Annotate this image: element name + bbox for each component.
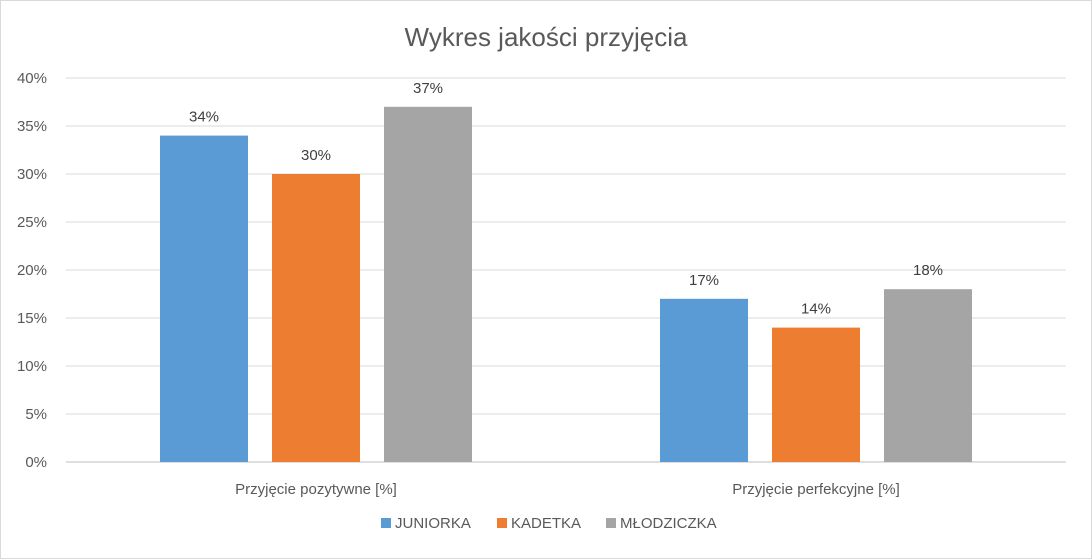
bar-kadetka-1 (772, 327, 860, 462)
category-label: Przyjęcie perfekcyjne [%] (732, 481, 900, 498)
y-tick-label: 40% (17, 70, 47, 87)
legend-label: MŁODZICZKA (620, 515, 717, 532)
data-label: 30% (301, 147, 331, 164)
y-tick-label: 5% (25, 406, 47, 423)
data-label: 34% (189, 109, 219, 126)
data-label: 14% (801, 301, 831, 318)
legend: JUNIORKA KADETKA MŁODZICZKA (381, 515, 717, 532)
legend-label: KADETKA (511, 515, 581, 532)
bar-juniorka-0 (160, 135, 248, 462)
x-axis-categories: Przyjęcie pozytywne [%] Przyjęcie perfekc… (235, 481, 900, 498)
bars (160, 106, 972, 463)
bar-młodziczka-1 (884, 289, 972, 462)
legend-swatch-kadetka (497, 518, 507, 528)
category-label: Przyjęcie pozytywne [%] (235, 481, 397, 498)
bar-juniorka-1 (660, 298, 748, 462)
y-axis-ticks: 0% 5% 10% 15% 20% 25% 30% 35% 40% (17, 70, 47, 471)
y-tick-label: 25% (17, 214, 47, 231)
y-tick-label: 35% (17, 118, 47, 135)
chart-title: Wykres jakości przyjęcia (405, 22, 688, 52)
legend-swatch-młodziczka (606, 518, 616, 528)
y-tick-label: 15% (17, 310, 47, 327)
y-tick-label: 30% (17, 166, 47, 183)
data-label: 17% (689, 272, 719, 289)
data-label: 37% (413, 80, 443, 97)
data-label: 18% (913, 262, 943, 279)
bar-młodziczka-0 (384, 106, 472, 463)
legend-label: JUNIORKA (395, 515, 471, 532)
y-tick-label: 20% (17, 262, 47, 279)
legend-swatch-juniorka (381, 518, 391, 528)
y-tick-label: 0% (25, 454, 47, 471)
data-labels: 34% 30% 37% 17% 14% 18% (189, 80, 943, 318)
bar-kadetka-0 (272, 174, 360, 462)
y-tick-label: 10% (17, 358, 47, 375)
